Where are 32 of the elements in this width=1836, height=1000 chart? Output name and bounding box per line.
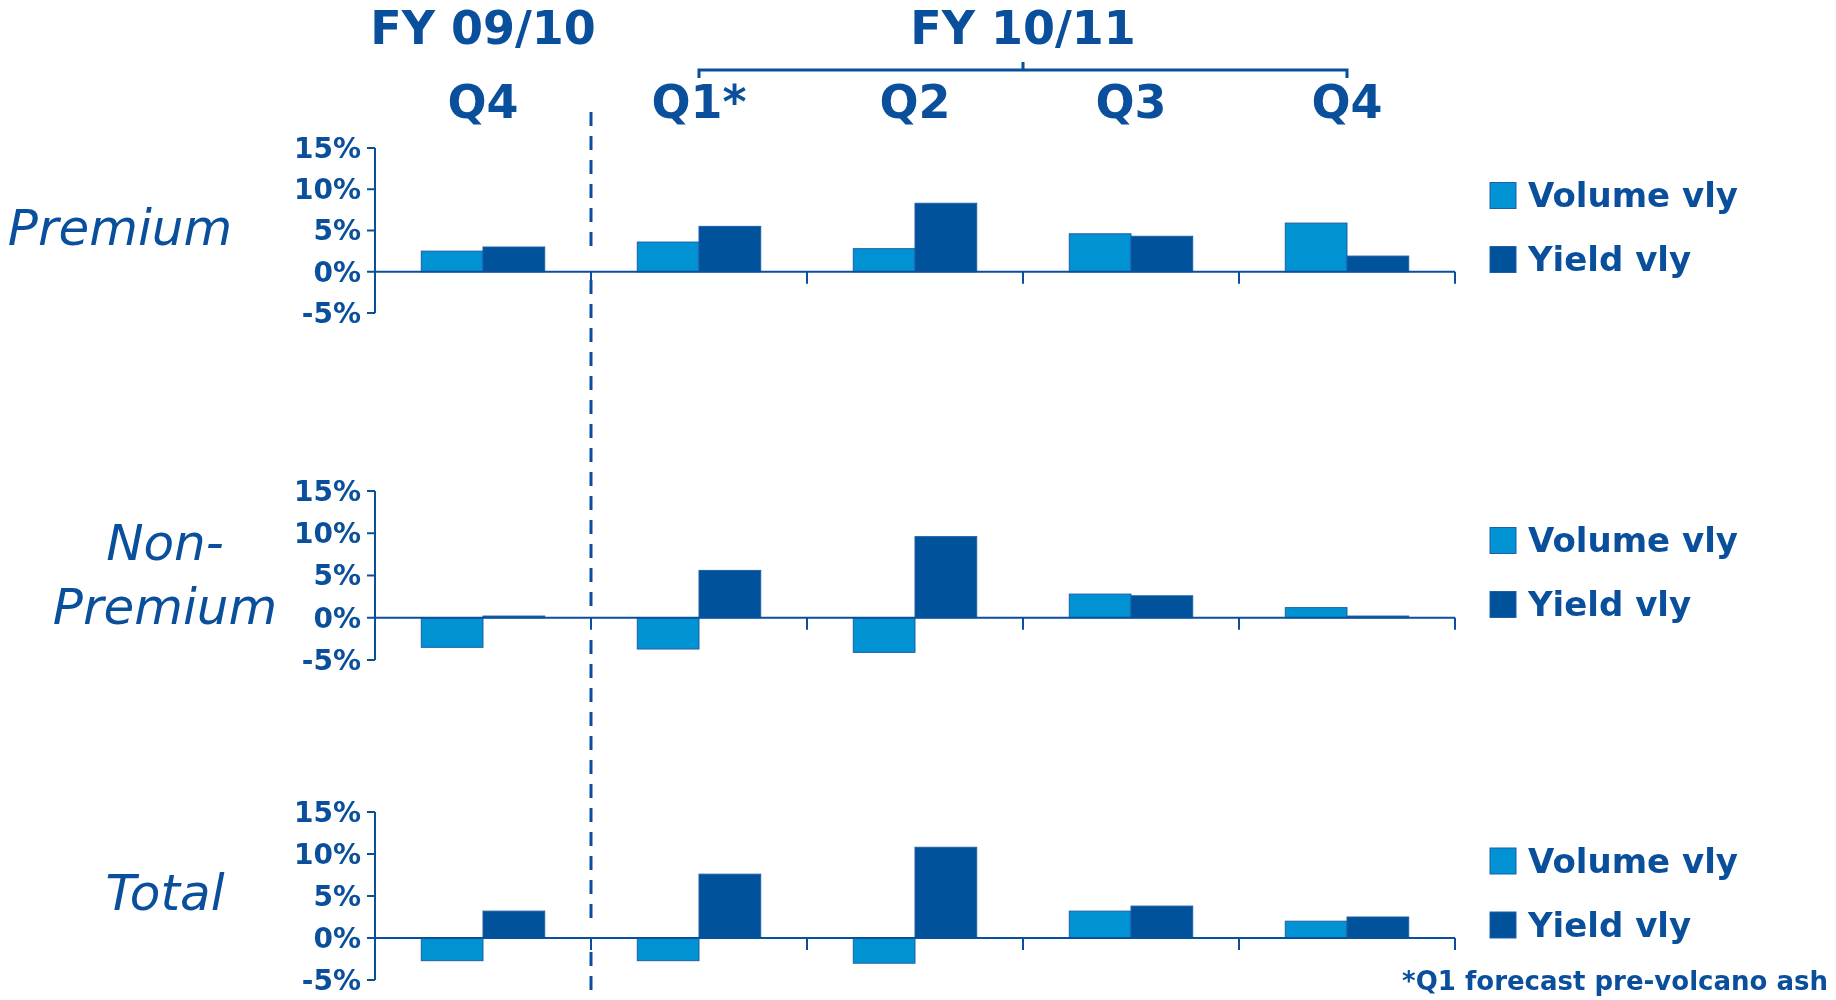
- legend-label: Volume vly: [1528, 175, 1738, 216]
- y-tick-label: -5%: [301, 296, 361, 330]
- legend-label: Yield vly: [1527, 904, 1692, 945]
- text: Premium: [7, 198, 233, 256]
- y-tick-label: -5%: [301, 963, 361, 997]
- x-tick-label: Q4: [447, 75, 519, 129]
- y-tick-label: 15%: [293, 131, 361, 165]
- annotation: *Q1 forecast pre-volcano ash: [1402, 966, 1828, 996]
- y-tick-label: 10%: [293, 837, 361, 871]
- text: FY 09/10: [370, 1, 596, 55]
- x-tick-label: Q1*: [651, 75, 747, 129]
- y-tick-label: 10%: [293, 173, 361, 207]
- x-tick-label: Q2: [879, 75, 951, 129]
- y-tick-label: -5%: [301, 643, 361, 677]
- legend-label: Yield vly: [1527, 239, 1692, 280]
- y-tick-label: 5%: [313, 559, 361, 593]
- y-tick-label: 5%: [313, 879, 361, 913]
- text: Total: [105, 863, 225, 922]
- text: Non-Premium: [52, 513, 278, 635]
- y-tick-label: 15%: [293, 795, 361, 829]
- text: FY 10/11: [910, 1, 1136, 55]
- y-tick-label: 0%: [313, 921, 361, 955]
- y-tick-label: 0%: [313, 601, 361, 635]
- y-tick-label: 10%: [293, 517, 361, 551]
- legend-label: Volume vly: [1528, 520, 1738, 561]
- y-tick-label: 15%: [293, 474, 361, 508]
- y-tick-label: 0%: [313, 255, 361, 289]
- x-tick-label: Q3: [1095, 75, 1167, 129]
- x-tick-label: Q4: [1311, 75, 1383, 129]
- y-tick-label: 5%: [313, 214, 361, 248]
- legend-label: Yield vly: [1527, 584, 1692, 625]
- legend-label: Volume vly: [1528, 840, 1738, 881]
